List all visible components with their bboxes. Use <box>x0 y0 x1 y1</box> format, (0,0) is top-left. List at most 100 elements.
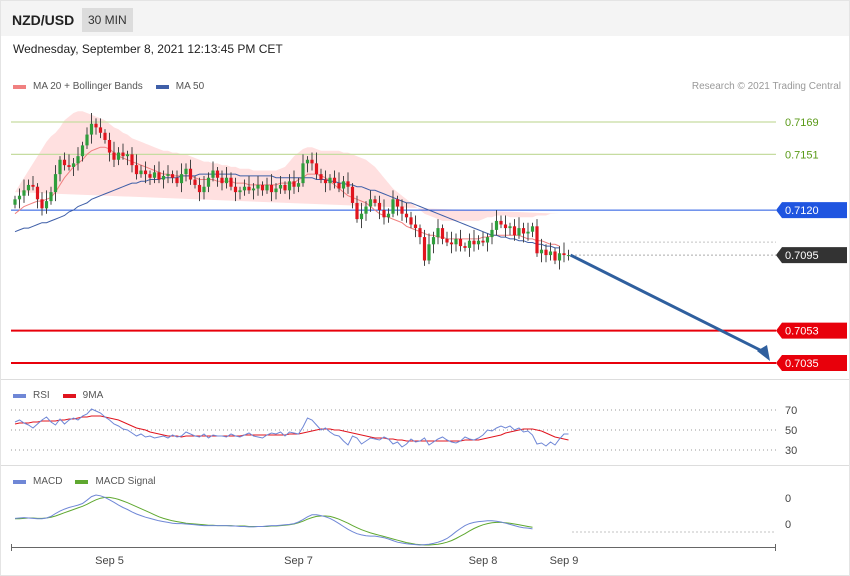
moving-averages <box>14 146 560 249</box>
forecast-arrow-shaft <box>569 253 767 355</box>
support-label: 0.7053 <box>785 326 819 338</box>
candle-bullish <box>494 220 499 230</box>
candle-bearish <box>112 152 116 160</box>
candle-bullish <box>152 172 157 178</box>
candle-bearish <box>382 210 386 218</box>
macd-tick-label: 0 <box>785 519 791 531</box>
candle-bullish <box>530 226 535 232</box>
candle-bullish <box>467 240 472 248</box>
candle-bearish <box>130 154 134 166</box>
rsi-swatch <box>13 393 26 398</box>
candle-bullish <box>490 229 494 238</box>
main-legend: MA 20 + Bollinger Bands MA 50 <box>13 81 204 92</box>
timeframe-button[interactable]: 30 MIN <box>82 8 133 32</box>
macd-signal-swatch <box>75 479 89 484</box>
candle-bearish <box>134 165 139 175</box>
candle-bearish <box>319 174 323 180</box>
ma20-swatch <box>13 84 26 89</box>
candle-bearish <box>260 184 265 191</box>
candle-bullish <box>76 156 80 164</box>
candle-bearish <box>553 251 557 261</box>
candle-bearish <box>175 177 179 184</box>
candle-bullish <box>305 159 310 164</box>
candle-bullish <box>517 228 521 236</box>
candle-bearish <box>310 159 314 164</box>
candle-bullish <box>508 226 512 229</box>
rsi-legend-label: RSI <box>33 390 50 401</box>
support-label: 0.7035 <box>785 358 819 370</box>
price-label: 0.7095 <box>785 250 819 262</box>
x-tick-label: Sep 9 <box>550 555 579 567</box>
candle-bearish <box>373 199 377 203</box>
candle-bearish <box>458 238 463 247</box>
candle-bullish <box>476 240 481 245</box>
macd-line <box>14 494 533 546</box>
candle-bearish <box>94 123 98 128</box>
candle-bearish <box>215 170 220 178</box>
candle-bearish <box>229 177 233 187</box>
candle-bullish <box>431 237 436 245</box>
rsi-tick-label: 30 <box>785 445 797 457</box>
candle-bullish <box>242 186 247 191</box>
candle-bearish <box>512 226 517 236</box>
candle-bearish <box>269 184 274 193</box>
candle-bearish <box>535 226 539 254</box>
candle-bearish <box>400 206 404 214</box>
candle-bearish <box>247 186 251 191</box>
candle-bullish <box>89 123 94 135</box>
panel-dividers <box>1 379 849 466</box>
candle-bearish <box>503 224 508 229</box>
candle-bearish <box>409 217 413 225</box>
bollinger-band-area <box>15 111 560 221</box>
candle-bearish <box>481 240 485 243</box>
candle-bearish <box>40 199 44 209</box>
candle-bearish <box>148 174 152 178</box>
candle-bullish <box>166 174 170 176</box>
candle-bullish <box>125 154 130 157</box>
candle-bearish <box>31 184 35 187</box>
bollinger-bands <box>15 111 560 221</box>
candle-bullish <box>85 134 89 146</box>
candle-bearish <box>418 228 422 238</box>
credit-text: Research © 2021 Trading Central <box>691 81 841 92</box>
candle-bearish <box>62 159 67 166</box>
ma20-legend-label: MA 20 + Bollinger Bands <box>33 81 143 92</box>
candle-bearish <box>346 181 350 187</box>
rsi-legend: RSI 9MA <box>13 390 103 401</box>
candle-bullish <box>44 201 49 209</box>
candle-bearish <box>67 165 71 167</box>
candle-bearish <box>157 172 161 180</box>
candle-bullish <box>116 152 121 160</box>
candle-bearish <box>220 177 224 184</box>
x-tick-label: Sep 5 <box>95 555 124 567</box>
macd-swatch <box>13 479 26 484</box>
candle-bullish <box>274 188 278 193</box>
candle-bearish <box>35 186 40 200</box>
candle-bearish <box>337 183 341 189</box>
candle-bullish <box>265 184 269 191</box>
ma50-swatch <box>155 84 169 89</box>
pivot-price-tag <box>776 202 847 219</box>
candle-bearish <box>422 237 427 261</box>
candle-bearish <box>143 170 148 175</box>
candle-bullish <box>566 255 571 257</box>
candle-bullish <box>211 170 215 178</box>
timestamp: Wednesday, September 8, 2021 12:13:45 PM… <box>13 42 283 56</box>
rsi-ma-line <box>14 415 569 442</box>
candle-bearish <box>395 199 400 207</box>
candle-bullish <box>526 231 530 234</box>
candle-bullish <box>206 177 211 187</box>
candle-bearish <box>332 177 337 184</box>
macd-signal-line <box>15 496 533 546</box>
candle-bullish <box>13 199 17 205</box>
resistance-label: 0.7151 <box>785 149 819 161</box>
candle-bullish <box>224 177 229 184</box>
candle-bullish <box>71 163 76 167</box>
candle-bearish <box>103 132 107 140</box>
ma50-line <box>14 173 560 249</box>
candle-bullish <box>364 206 368 214</box>
support-price-tag <box>776 322 847 339</box>
candle-bullish <box>436 228 440 238</box>
candle-bullish <box>22 190 26 196</box>
